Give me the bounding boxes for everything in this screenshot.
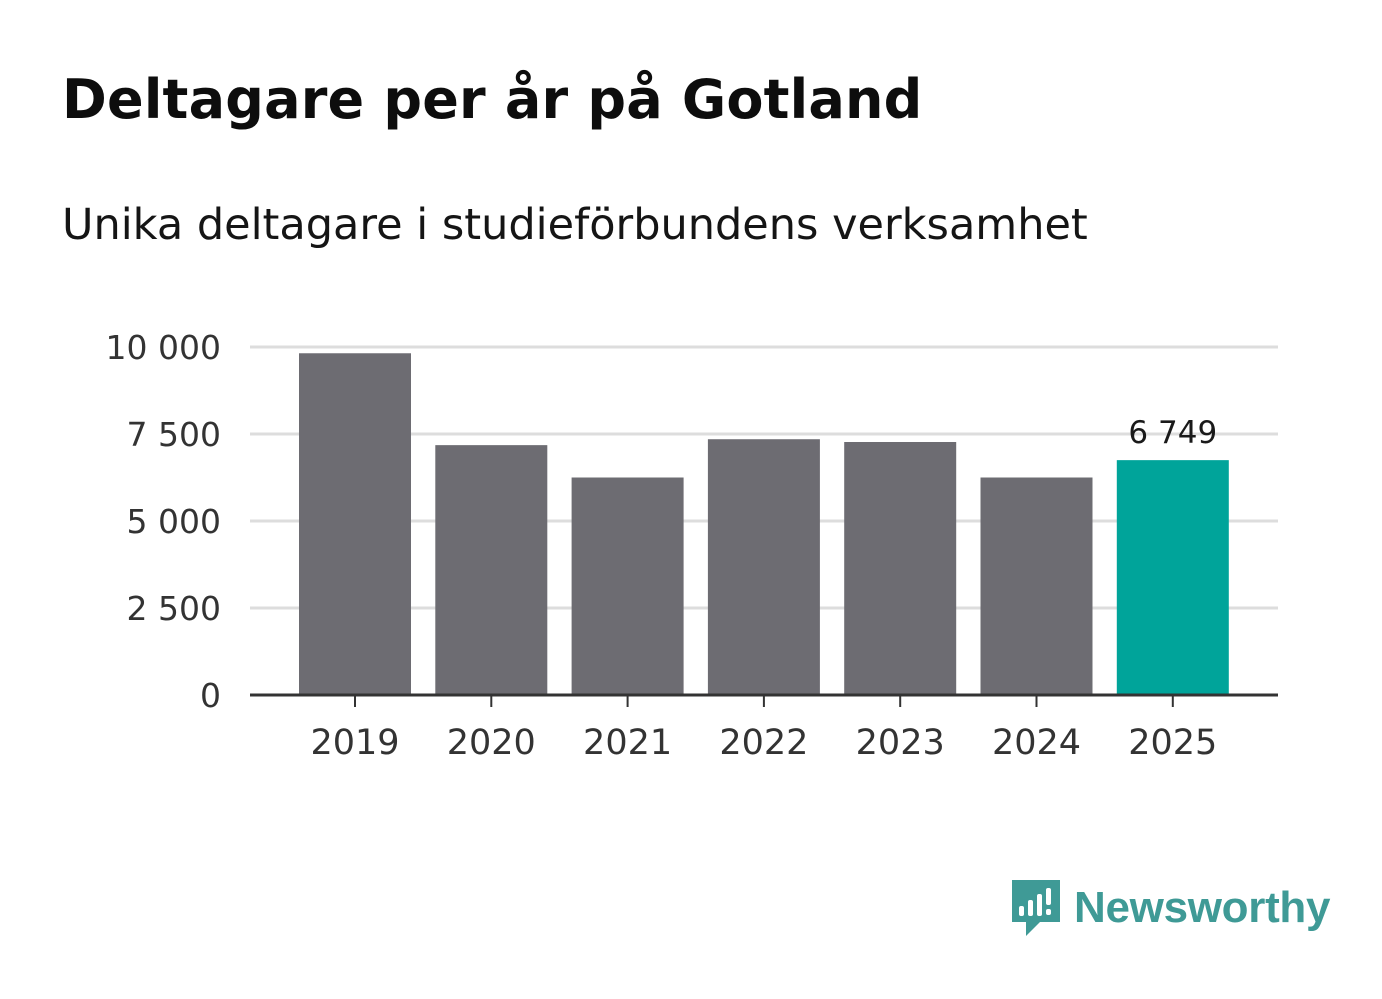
x-tick-label: 2024 — [992, 723, 1081, 763]
bar-2025 — [1116, 460, 1229, 695]
bar-2021 — [571, 477, 684, 695]
x-tick-label: 2019 — [310, 723, 399, 763]
bar-2023 — [844, 442, 957, 695]
y-tick-label: 5 000 — [127, 502, 221, 541]
chart-title: Deltagare per år på Gotland — [62, 68, 923, 131]
bar-2019 — [299, 353, 411, 695]
x-tick-label: 2025 — [1128, 723, 1217, 763]
bars — [299, 353, 1229, 695]
x-tick-label: 2022 — [719, 723, 808, 763]
axes — [250, 693, 1278, 707]
bar-2020 — [435, 445, 548, 695]
x-tick-label: 2021 — [583, 723, 672, 763]
x-tick-label: 2023 — [856, 723, 945, 763]
bar-2024 — [980, 477, 1093, 695]
y-tick-label: 10 000 — [106, 328, 221, 367]
y-tick-label: 2 500 — [127, 589, 221, 628]
data-label: 6 749 — [1128, 415, 1217, 451]
labels: 0 2 500 5 000 7 500 10 000 2019 2020 2021 2022 20… — [106, 328, 1218, 763]
x-tick-label: 2020 — [447, 723, 536, 763]
newsworthy-logo: Newsworthy — [1010, 878, 1330, 938]
y-tick-label: 0 — [200, 676, 221, 715]
brand-name: Newsworthy — [1074, 883, 1331, 932]
chart-subtitle: Unika deltagare i studieförbundens verks… — [62, 200, 1088, 250]
y-tick-label: 7 500 — [127, 415, 221, 454]
newsworthy-logo-icon — [1012, 880, 1060, 936]
bar-2022 — [707, 439, 820, 695]
